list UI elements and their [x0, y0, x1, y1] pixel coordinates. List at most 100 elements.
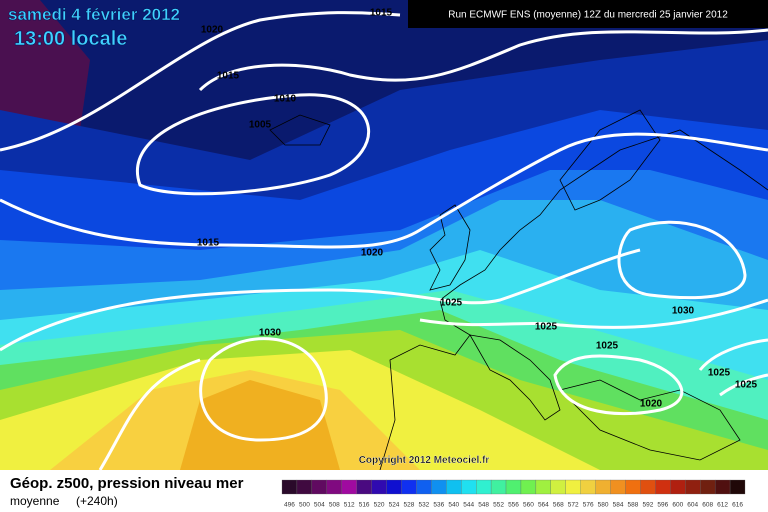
legend-swatch [550, 479, 566, 495]
footer-lead: (+240h) [76, 494, 118, 508]
legend-swatch [700, 479, 716, 495]
legend-swatch [505, 479, 522, 495]
legend-swatch [729, 479, 746, 495]
coastline [429, 204, 471, 291]
legend-swatch [520, 479, 537, 495]
legend-swatch [535, 479, 551, 495]
legend-swatch [371, 479, 387, 495]
legend-swatch [461, 479, 477, 495]
legend-label: 548 [478, 502, 489, 509]
legend-label: 604 [687, 502, 698, 509]
legend-label: 612 [717, 502, 728, 509]
legend-swatch [565, 479, 581, 495]
legend-label: 560 [523, 502, 534, 509]
isobar-label: 1025 [735, 380, 758, 391]
legend-swatch [281, 479, 298, 495]
legend-swatch [714, 479, 731, 495]
legend-label: 608 [702, 502, 713, 509]
legend-swatch [326, 479, 342, 495]
coastline [559, 109, 661, 211]
isobar-label: 1020 [201, 25, 224, 36]
legend-label: 508 [329, 502, 340, 509]
legend-label: 504 [314, 502, 325, 509]
isobar-label: 1010 [274, 94, 297, 105]
isobar-label: 1025 [596, 341, 619, 352]
legend-swatch [490, 479, 507, 495]
isobar-label: 1015 [217, 71, 240, 82]
legend-swatch [416, 479, 432, 495]
coastline [379, 129, 768, 471]
legend-label: 540 [448, 502, 459, 509]
legend-swatch [640, 479, 656, 495]
legend-label: 572 [568, 502, 579, 509]
isobar-line [0, 132, 768, 249]
time-label: 13:00 locale [14, 28, 127, 50]
isobar-label: 1025 [535, 322, 558, 333]
legend-label: 576 [583, 502, 594, 509]
run-label: Run ECMWF ENS (moyenne) 12Z du mercredi … [448, 10, 728, 21]
coastline [469, 334, 561, 421]
legend-label: 568 [553, 502, 564, 509]
isobar-line [617, 220, 747, 300]
legend-swatch [311, 479, 327, 495]
legend-swatch [341, 479, 357, 495]
legend-swatch [670, 479, 686, 495]
isobar-line [0, 11, 401, 152]
legend-swatch [356, 479, 372, 495]
legend-swatch [476, 479, 492, 495]
legend-swatch [625, 479, 641, 495]
legend-label: 536 [433, 502, 444, 509]
legend-label: 616 [732, 502, 743, 509]
isobar-labels: 1020 1015 1015 1010 1005 1015 1020 1025 1030 1025… [197, 8, 758, 410]
isobar-label: 1025 [708, 368, 731, 379]
isobar-label: 1020 [640, 399, 663, 410]
legend-swatch [610, 479, 626, 495]
legend-label: 556 [508, 502, 519, 509]
footer-title: Géop. z500, pression niveau mer [10, 475, 244, 492]
legend-swatch [431, 479, 447, 495]
legend-swatch [446, 479, 462, 495]
legend-label: 564 [538, 502, 549, 509]
isobar-line [136, 93, 370, 196]
isobar-line [198, 28, 768, 92]
isobar-label: 1025 [440, 298, 463, 309]
isobar-label: 1030 [672, 306, 695, 317]
legend-swatch [386, 479, 402, 495]
isobar-label: 1005 [249, 120, 272, 131]
coastlines [269, 109, 768, 471]
legend-swatch [401, 479, 417, 495]
legend-label: 500 [299, 502, 310, 509]
legend-label: 496 [284, 502, 295, 509]
isobar-label: 1015 [370, 8, 393, 19]
legend-label: 516 [359, 502, 370, 509]
isobar-line [553, 354, 684, 416]
legend-label: 532 [418, 502, 429, 509]
isobars [0, 11, 768, 471]
legend-label: 520 [374, 502, 385, 509]
legend-label: 592 [642, 502, 653, 509]
isobar-label: 1015 [197, 238, 220, 249]
legend-swatch [655, 479, 671, 495]
legend-label: 544 [463, 502, 474, 509]
isobar-line [0, 248, 641, 352]
legend-label: 528 [404, 502, 415, 509]
footer-subtitle: moyenne [10, 494, 60, 508]
isobar-line [199, 337, 328, 442]
legend-label: 552 [493, 502, 504, 509]
legend-label: 512 [344, 502, 355, 509]
legend-label: 584 [613, 502, 624, 509]
coastline [269, 114, 331, 146]
isobar-line [98, 298, 768, 471]
copyright: Copyright 2012 Meteociel.fr [359, 455, 490, 466]
legend-swatch [685, 479, 701, 495]
legend-label: 600 [672, 502, 683, 509]
height-band [180, 380, 340, 470]
legend-swatch [580, 479, 596, 495]
legend-label: 596 [657, 502, 668, 509]
legend-label: 588 [628, 502, 639, 509]
legend-label: 580 [598, 502, 609, 509]
run-box [408, 0, 768, 28]
coastline [559, 379, 741, 461]
isobar-label: 1030 [259, 328, 282, 339]
